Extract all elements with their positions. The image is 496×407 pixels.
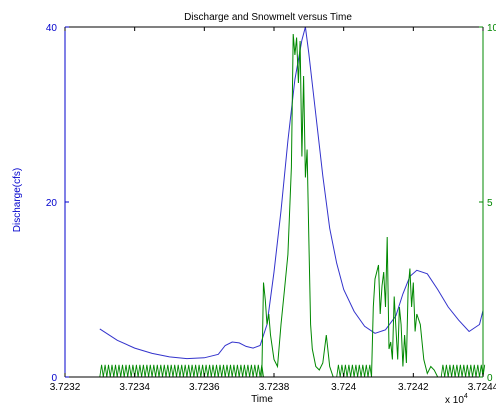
x-tick-label: 3.7242 (398, 382, 429, 393)
plot-background (65, 27, 483, 377)
snowmelt-line (261, 33, 439, 378)
x-tick-label: 3.7236 (189, 382, 220, 393)
x-exponent-base: x 10 (445, 395, 464, 406)
y-right-tick-label: 0 (487, 373, 493, 384)
x-tick-label: 3.7234 (119, 382, 150, 393)
y-left-tick-label: 20 (46, 198, 58, 209)
x-exponent-power: 4 (464, 393, 468, 400)
axes-layer: 3.7232 3.7234 3.7236 3.7238 3.724 3.7242 3.724… (46, 23, 496, 393)
chart-title: Discharge and Snowmelt versus Time (184, 12, 352, 23)
y-left-tick-label: 40 (46, 23, 58, 34)
plot-area (65, 27, 483, 377)
discharge-line (99, 26, 484, 360)
x-axis-label: Time (251, 394, 273, 405)
x-tick-label: 3.7244 (468, 382, 496, 393)
x-exponent-label: x 104 (445, 393, 468, 406)
x-tick-label: 3.7232 (50, 382, 81, 393)
x-tick-label: 3.7238 (259, 382, 290, 393)
y-right-tick-label: 10 (487, 23, 496, 34)
y-left-tick-label: 0 (51, 373, 57, 384)
y-right-tick-label: 5 (487, 198, 493, 209)
x-tick-label: 3.724 (331, 382, 356, 393)
series-layer (99, 26, 486, 378)
y-axis-left-label: Discharge(cfs) (12, 168, 23, 232)
